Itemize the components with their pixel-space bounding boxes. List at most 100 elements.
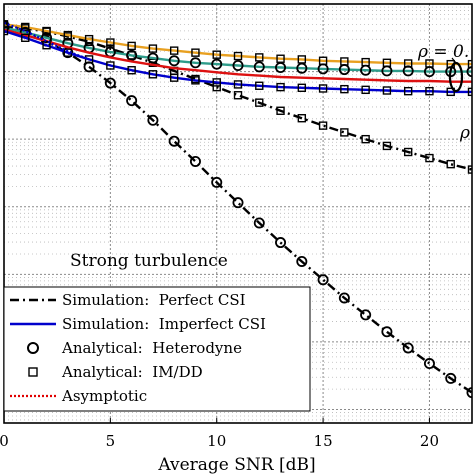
data-point-perfect-csi-heterodyne xyxy=(338,292,350,304)
data-point-imperfect-csi-imdd-lower xyxy=(169,73,179,82)
data-point-imperfect-csi-imdd-lower xyxy=(361,85,370,95)
data-point-imperfect-csi-imdd-lower xyxy=(233,80,243,89)
data-point-perfect-csi-imdd xyxy=(446,159,455,169)
legend-swatch-circle xyxy=(27,342,39,354)
data-point-perfect-csi-imdd xyxy=(467,165,472,174)
legend-label: Simulation: Imperfect CSI xyxy=(62,315,266,333)
legend-entry: Simulation: Perfect CSI xyxy=(10,291,246,309)
data-point-imperfect-csi-imdd xyxy=(127,41,136,51)
data-point-imperfect-csi-imdd xyxy=(169,46,179,55)
data-point-perfect-csi-imdd xyxy=(382,141,392,151)
x-axis-label: Average SNR [dB] xyxy=(157,455,315,474)
data-point-perfect-csi-heterodyne xyxy=(275,237,287,249)
data-point-perfect-csi-imdd xyxy=(276,106,285,115)
data-point-perfect-csi-heterodyne xyxy=(381,326,393,338)
x-tick-label: 20 xyxy=(420,432,439,450)
x-tick-label: 10 xyxy=(207,432,226,450)
legend-entry: Simulation: Imperfect CSI xyxy=(10,315,266,333)
data-point-imperfect-csi-imdd xyxy=(233,51,243,61)
data-point-imperfect-csi-imdd-lower xyxy=(382,86,392,95)
series-line-asymptotic-early xyxy=(4,21,90,61)
data-point-perfect-csi-heterodyne xyxy=(402,342,414,354)
data-point-imperfect-csi-imdd-lower xyxy=(340,84,349,94)
data-point-perfect-csi-heterodyne xyxy=(445,372,457,384)
legend-entry: Analytical: Heterodyne xyxy=(27,339,242,357)
data-point-perfect-csi-imdd xyxy=(255,98,264,107)
data-point-imperfect-csi-heterodyne xyxy=(168,55,180,67)
legend-swatch-square xyxy=(28,367,38,377)
data-point-imperfect-csi-imdd xyxy=(467,59,472,69)
x-ticks: 0 5 10 15 20 xyxy=(0,418,439,450)
data-point-imperfect-csi-heterodyne xyxy=(126,49,138,61)
data-point-imperfect-csi-imdd-lower xyxy=(276,82,285,92)
rho-annotation-side: ρ xyxy=(459,123,470,143)
data-point-perfect-csi-imdd xyxy=(361,134,370,144)
data-point-imperfect-csi-heterodyne xyxy=(402,65,414,77)
data-point-imperfect-csi-heterodyne xyxy=(381,65,393,77)
data-point-imperfect-csi-heterodyne xyxy=(338,64,350,76)
x-tick-label: 5 xyxy=(106,432,116,450)
data-point-imperfect-csi-imdd-lower xyxy=(403,86,413,96)
series-group xyxy=(4,20,472,399)
data-point-imperfect-csi-imdd xyxy=(42,26,51,36)
data-point-imperfect-csi-imdd xyxy=(212,50,221,59)
data-point-imperfect-csi-heterodyne xyxy=(296,62,308,74)
data-point-imperfect-csi-heterodyne xyxy=(360,64,372,76)
data-point-perfect-csi-heterodyne xyxy=(423,358,435,370)
data-point-imperfect-csi-heterodyne xyxy=(189,57,201,69)
data-point-imperfect-csi-imdd-lower xyxy=(425,86,434,96)
data-point-imperfect-csi-imdd-lower xyxy=(21,33,30,42)
series-line-imperfect-csi-heterodyne xyxy=(4,26,472,73)
data-point-perfect-csi-heterodyne xyxy=(189,155,201,167)
data-point-perfect-csi-heterodyne xyxy=(147,114,159,126)
data-point-imperfect-csi-imdd-lower xyxy=(106,61,115,70)
data-point-imperfect-csi-imdd xyxy=(106,38,115,47)
legend: Simulation: Perfect CSI Simulation: Imper… xyxy=(3,286,311,412)
data-point-perfect-csi-heterodyne xyxy=(317,274,329,286)
legend-entry: Analytical: IM/DD xyxy=(28,363,203,381)
data-point-perfect-csi-imdd xyxy=(212,82,221,92)
turbulence-annotation: Strong turbulence xyxy=(70,251,228,271)
data-point-perfect-csi-heterodyne xyxy=(253,217,265,229)
data-point-imperfect-csi-heterodyne xyxy=(147,52,159,64)
data-point-perfect-csi-imdd xyxy=(233,91,243,100)
data-point-perfect-csi-imdd xyxy=(425,153,434,163)
data-point-perfect-csi-imdd xyxy=(403,147,413,157)
data-point-imperfect-csi-imdd xyxy=(255,53,264,62)
data-point-perfect-csi-heterodyne xyxy=(360,309,372,321)
series-layer xyxy=(4,20,472,399)
data-point-imperfect-csi-imdd-lower xyxy=(191,76,200,85)
data-point-imperfect-csi-imdd-lower xyxy=(318,84,328,93)
data-point-imperfect-csi-heterodyne xyxy=(211,58,223,70)
data-point-imperfect-csi-imdd-lower xyxy=(212,78,221,87)
data-point-imperfect-csi-imdd-lower xyxy=(297,83,307,93)
data-point-imperfect-csi-imdd-lower xyxy=(84,55,94,64)
data-point-perfect-csi-heterodyne xyxy=(126,95,138,107)
data-point-imperfect-csi-imdd-lower xyxy=(255,81,264,90)
legend-label: Analytical: IM/DD xyxy=(61,363,203,381)
data-point-imperfect-csi-heterodyne xyxy=(232,59,244,71)
legend-label: Asymptotic xyxy=(61,387,147,405)
rho-pointer xyxy=(451,57,457,64)
data-point-imperfect-csi-imdd-lower xyxy=(148,70,158,79)
data-point-imperfect-csi-heterodyne xyxy=(317,63,329,75)
legend-label: Analytical: Heterodyne xyxy=(61,339,242,357)
data-point-imperfect-csi-imdd-lower xyxy=(42,41,51,50)
series-line-perfect-csi-imdd xyxy=(4,24,472,171)
rho-annotation-top: ρ = 0. xyxy=(417,42,469,62)
plot-frame xyxy=(3,3,473,424)
data-point-imperfect-csi-imdd xyxy=(148,44,158,53)
data-point-perfect-csi-heterodyne xyxy=(232,197,244,209)
data-point-perfect-csi-imdd xyxy=(340,128,349,137)
data-point-imperfect-csi-imdd xyxy=(21,22,30,32)
data-point-imperfect-csi-heterodyne xyxy=(4,22,10,34)
series-line-imperfect-csi-imdd xyxy=(4,23,472,66)
x-tick-label: 0 xyxy=(0,432,9,450)
data-point-imperfect-csi-imdd xyxy=(191,48,200,57)
series-line-perfect-csi-heterodyne xyxy=(4,24,472,394)
x-tick-label: 15 xyxy=(314,432,333,450)
legend-label: Simulation: Perfect CSI xyxy=(62,291,246,309)
data-point-perfect-csi-heterodyne xyxy=(296,255,308,267)
legend-entry: Asymptotic xyxy=(10,387,147,405)
